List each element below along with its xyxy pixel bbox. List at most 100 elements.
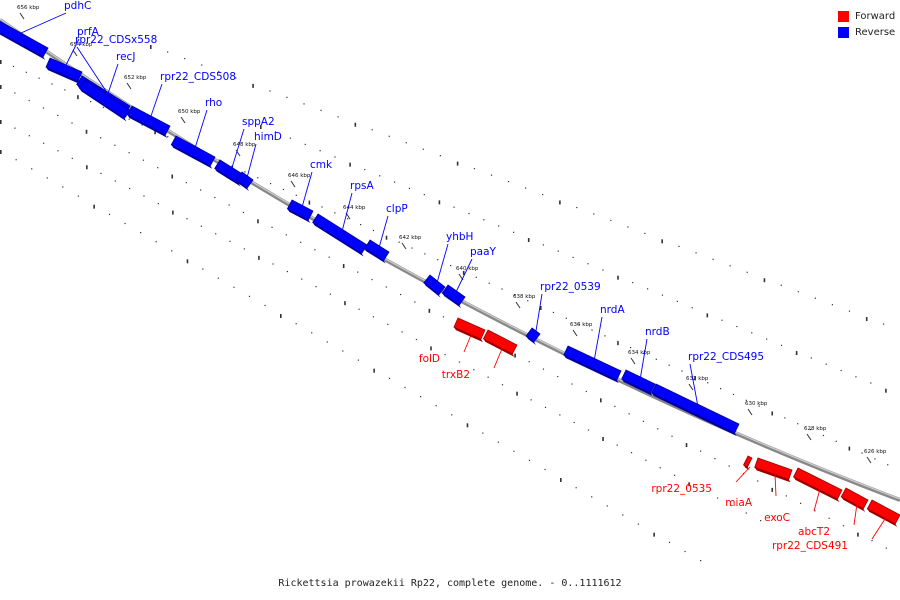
gene-block-nrdA: [563, 345, 622, 381]
gene-label-yhbH: yhbH: [446, 231, 473, 243]
gene-leader-recJ: [107, 63, 119, 96]
background-dot: [714, 458, 716, 460]
background-dot: [712, 258, 714, 260]
background-dot: [573, 421, 575, 424]
background-dot: [707, 382, 709, 384]
gene-block-shadow: [442, 293, 462, 309]
gene-leader-rpr22_CDSx558: [76, 46, 107, 92]
gene-block-shadow: [453, 327, 483, 343]
background-dot: [398, 241, 400, 243]
background-dot: [593, 213, 595, 215]
background-dot: [560, 478, 562, 482]
background-dot: [360, 224, 362, 226]
background-dot: [334, 212, 336, 214]
background-dot: [645, 459, 647, 461]
gene-label-pdhC: pdhC: [64, 0, 91, 12]
gene-label-nrdA: nrdA: [600, 304, 625, 316]
background-dot: [321, 206, 323, 208]
gene-leader-miaA: [774, 473, 777, 497]
tick-label: 634 kbp: [628, 350, 651, 356]
gene-block-shadow: [621, 379, 653, 397]
background-dot: [760, 520, 762, 522]
background-dot: [745, 512, 747, 514]
gene-leader-rpr22_CDS508: [150, 83, 163, 117]
tick-mark: [572, 329, 578, 337]
background-dot: [482, 432, 484, 434]
background-dot: [114, 180, 116, 182]
gene-label-trxB2: trxB2: [442, 369, 470, 381]
gene-label-prfA: prfA: [77, 26, 100, 38]
gene-label-himD: himD: [254, 131, 282, 143]
background-dot: [218, 159, 220, 161]
background-dot: [659, 467, 661, 469]
gene-leader-rpr22_0535: [735, 466, 751, 483]
background-dot: [720, 388, 722, 390]
background-dot: [451, 414, 453, 416]
background-dot: [871, 540, 873, 542]
background-dot: [661, 239, 663, 244]
background-dot: [349, 162, 351, 167]
gene-leader-rpr22_CDS495: [689, 363, 698, 405]
background-dot: [233, 286, 235, 288]
gene-block-shadow: [45, 67, 80, 85]
background-dot: [157, 167, 159, 169]
background-dot: [456, 161, 459, 166]
tick-label: 652 kbp: [124, 75, 147, 81]
background-dot: [442, 316, 445, 318]
background-dot: [642, 420, 645, 422]
background-dot: [311, 332, 313, 334]
gene-block-shadow: [867, 508, 898, 527]
background-dot: [488, 282, 490, 284]
background-dot: [326, 341, 328, 343]
background-dot: [155, 241, 157, 243]
background-dot: [357, 359, 359, 361]
background-dot: [591, 329, 593, 331]
background-dot: [286, 270, 288, 273]
genome-ruler: [0, 18, 900, 502]
background-dot: [12, 65, 15, 68]
background-dot: [31, 168, 33, 170]
background-dot: [684, 550, 686, 553]
gene-leader-paaY: [456, 258, 473, 292]
background-dot: [578, 323, 580, 325]
background-dot: [729, 265, 731, 267]
gene-leader-nrdA: [594, 316, 603, 359]
gene-leader-exoC: [813, 488, 821, 512]
gene-block-rpsA: [312, 213, 368, 255]
gene-block-shadow: [651, 393, 737, 437]
background-dot: [282, 188, 285, 191]
background-dot: [300, 241, 302, 243]
background-dot: [77, 195, 79, 197]
background-dot: [746, 271, 748, 273]
background-dot: [542, 193, 544, 196]
background-dot: [439, 155, 441, 157]
tick-mark: [290, 180, 296, 188]
background-dot: [90, 101, 92, 103]
background-dot: [257, 177, 259, 179]
background-dot: [184, 57, 186, 60]
background-dot: [842, 525, 845, 527]
background-dot: [415, 338, 418, 341]
background-dot: [328, 256, 330, 258]
background-dot: [215, 233, 217, 235]
background-dot: [865, 317, 868, 322]
background-dot: [295, 194, 297, 196]
background-dot: [388, 135, 390, 137]
gene-block-shadow: [236, 180, 250, 192]
background-dot: [438, 200, 441, 205]
background-dot: [372, 316, 375, 318]
background-dot: [728, 465, 730, 467]
tick-mark: [235, 149, 241, 157]
background-dot: [661, 294, 664, 296]
background-dot: [616, 444, 618, 446]
gene-label-paaY: paaY: [470, 246, 497, 258]
background-dot: [150, 45, 152, 49]
background-dot: [393, 181, 396, 183]
background-dot: [28, 135, 30, 137]
background-dot: [700, 450, 702, 452]
background-dot: [797, 291, 799, 293]
background-dot: [373, 368, 375, 373]
background-dot: [405, 142, 407, 144]
background-dot: [540, 306, 542, 310]
background-dot: [857, 532, 859, 537]
